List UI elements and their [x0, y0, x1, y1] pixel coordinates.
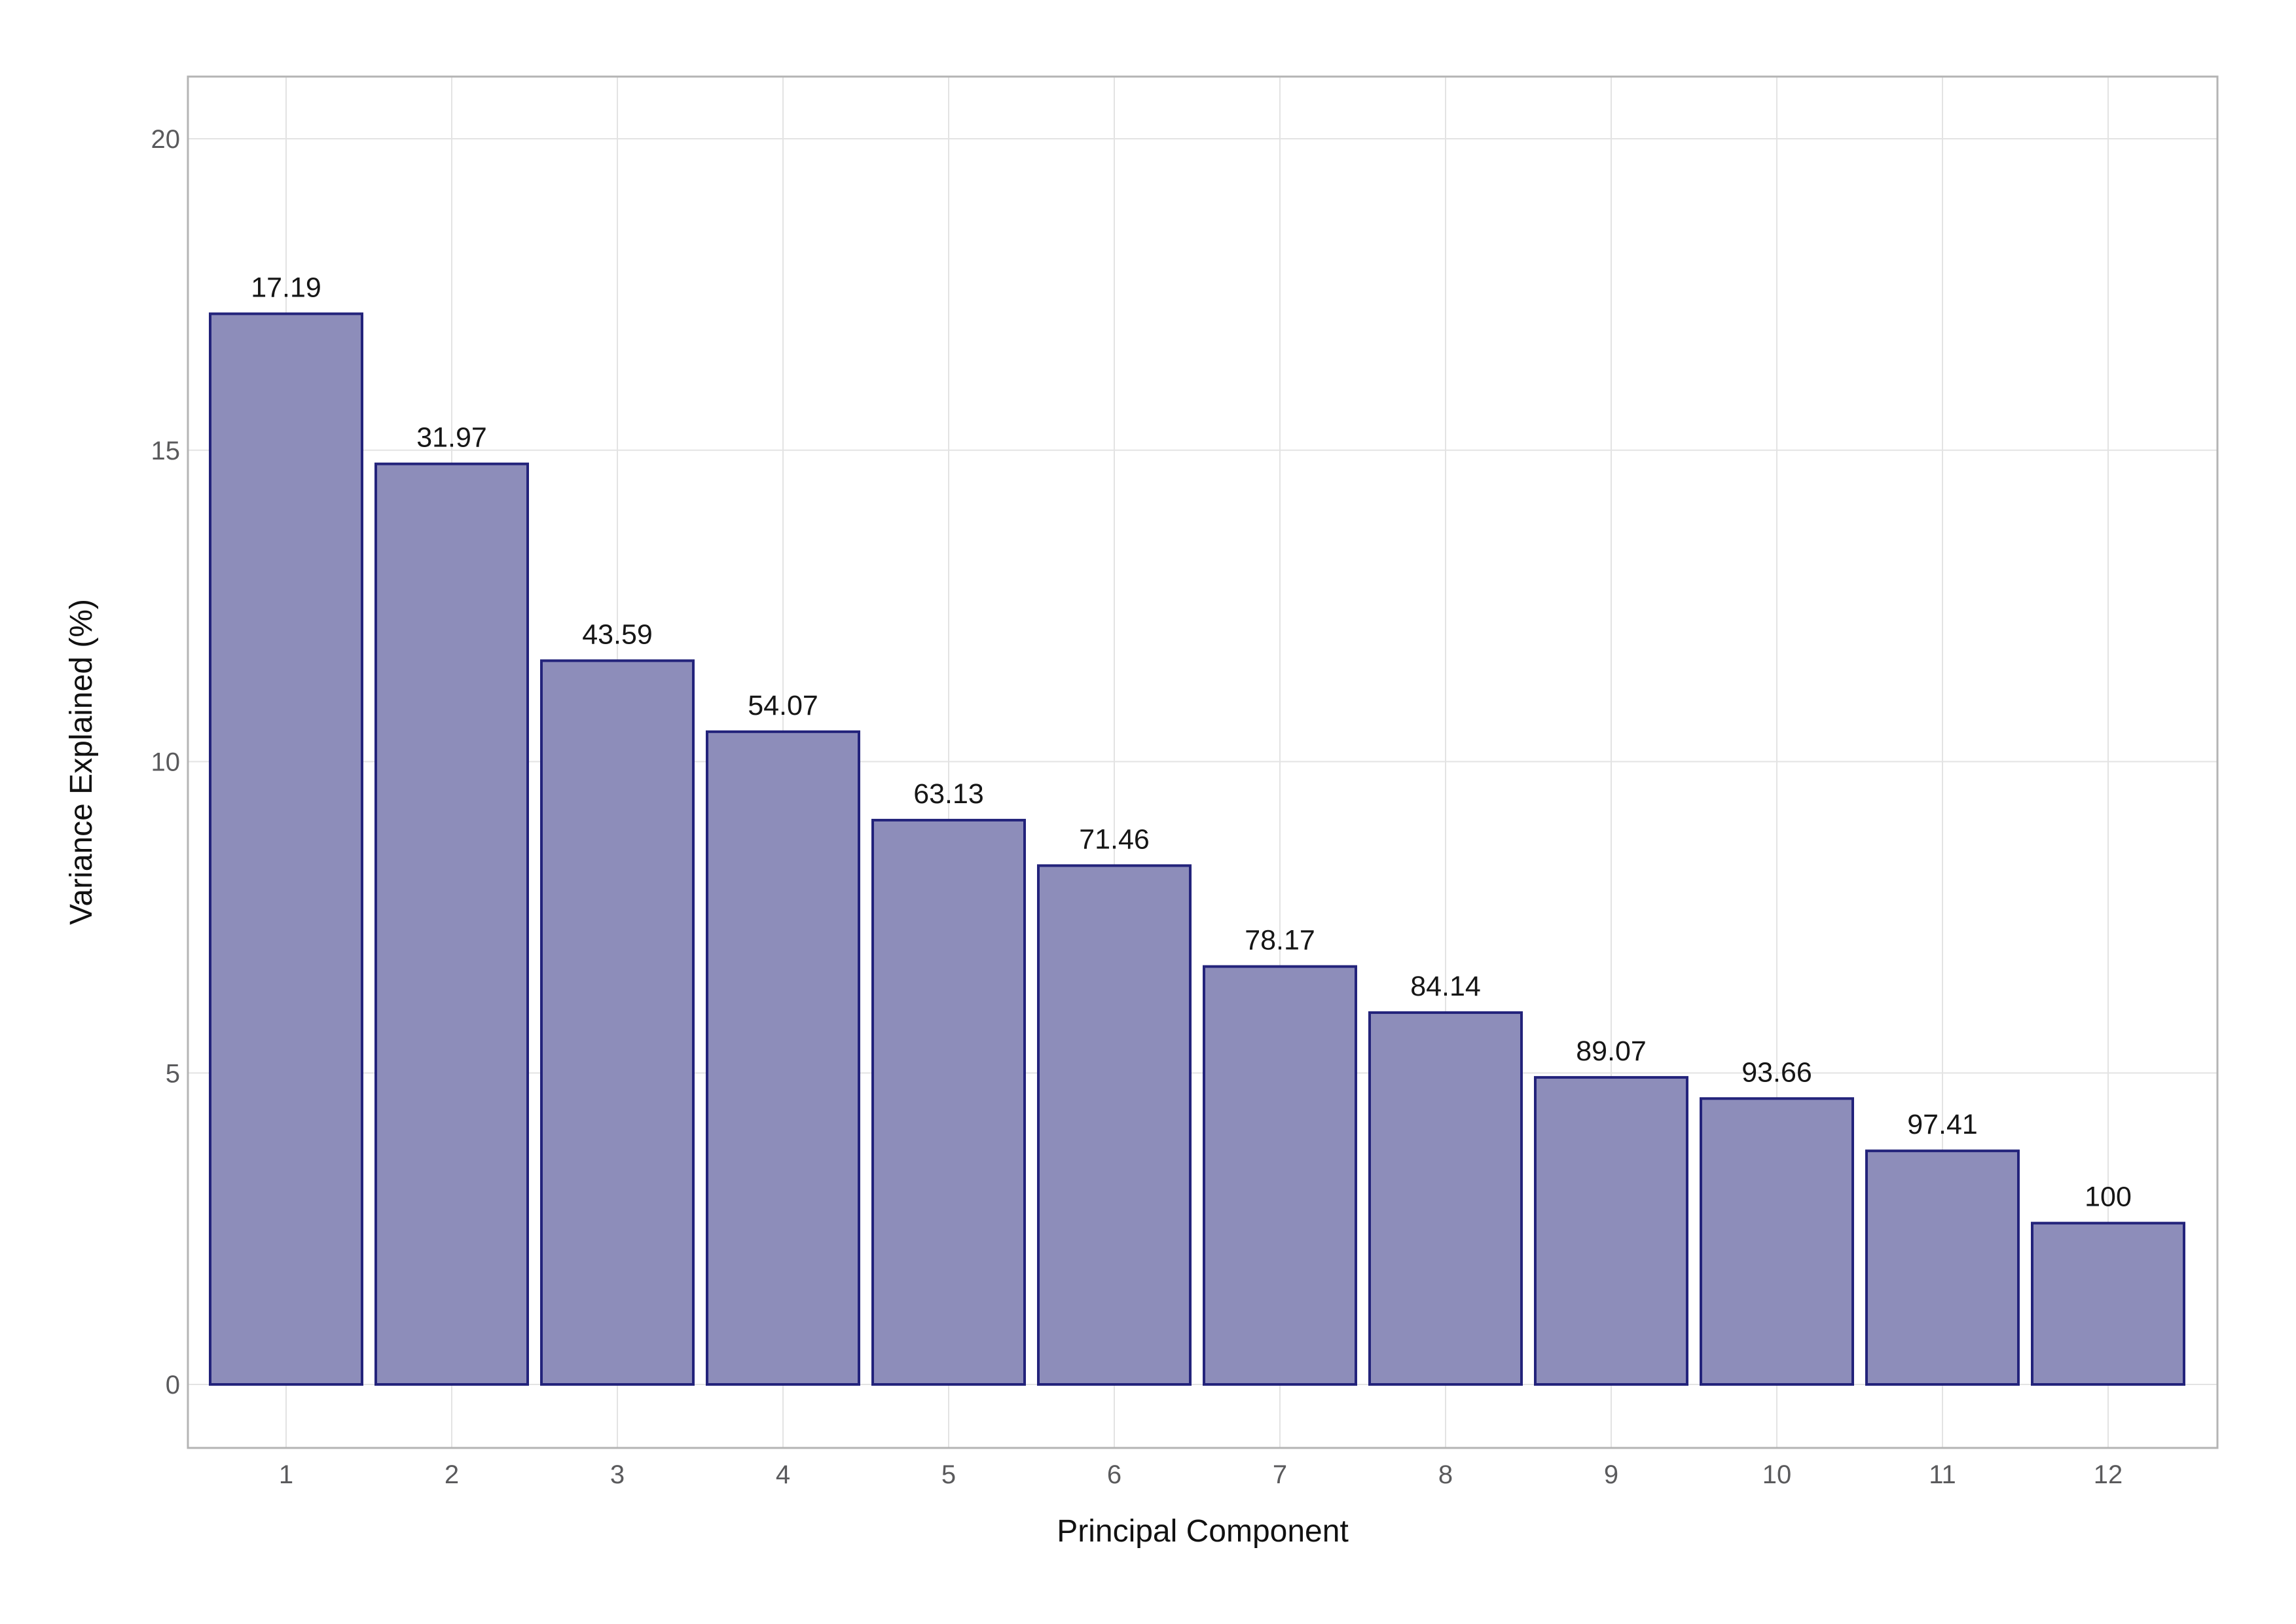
bar-value-label: 97.41 — [1907, 1109, 1978, 1140]
y-tick-label: 0 — [166, 1371, 180, 1399]
bar — [871, 818, 1026, 1386]
bar-value-label: 100 — [2085, 1182, 2132, 1213]
y-tick-label: 10 — [151, 748, 181, 777]
bar-value-label: 17.19 — [251, 272, 321, 303]
x-tick-label: 2 — [445, 1460, 459, 1489]
x-axis-title: Principal Component — [1057, 1514, 1349, 1549]
x-tick-label: 7 — [1273, 1460, 1287, 1489]
plot-border — [187, 75, 2219, 1449]
x-tick-label: 4 — [776, 1460, 790, 1489]
y-axis-tick-labels: 0 5 10 15 20 — [151, 125, 181, 1399]
bar — [1700, 1097, 1854, 1386]
x-tick-label: 6 — [1107, 1460, 1121, 1489]
bar — [1368, 1011, 1523, 1386]
x-tick-label: 8 — [1438, 1460, 1453, 1489]
x-tick-label: 9 — [1604, 1460, 1618, 1489]
bar — [1203, 965, 1357, 1386]
bar — [1037, 864, 1192, 1386]
bar-value-label: 78.17 — [1245, 925, 1315, 956]
bar — [2031, 1221, 2185, 1386]
x-tick-label: 11 — [1929, 1460, 1956, 1489]
bar-value-label: 84.14 — [1410, 971, 1481, 1002]
x-tick-label: 1 — [279, 1460, 293, 1489]
x-tick-label: 10 — [1762, 1460, 1792, 1489]
bar-value-label: 43.59 — [582, 619, 653, 650]
x-tick-label: 5 — [941, 1460, 956, 1489]
bar-value-label: 93.66 — [1741, 1056, 1812, 1088]
y-tick-label: 20 — [151, 125, 181, 154]
bar — [374, 462, 529, 1386]
bar — [1534, 1075, 1688, 1386]
bar-value-label: 31.97 — [416, 422, 487, 454]
y-tick-label: 5 — [166, 1059, 180, 1088]
bar — [209, 312, 363, 1386]
x-tick-label: 12 — [2094, 1460, 2123, 1489]
bars — [209, 312, 2185, 1386]
y-tick-label: 15 — [151, 437, 181, 465]
bar-value-label: 71.46 — [1079, 823, 1150, 855]
bar — [540, 659, 695, 1386]
bar-value-labels: 17.19 31.97 43.59 54.07 63.13 71.46 78.17 84.14… — [251, 272, 2132, 1212]
bar-value-label: 54.07 — [748, 690, 818, 721]
bar — [1865, 1149, 2020, 1386]
bar-value-label: 89.07 — [1576, 1036, 1647, 1067]
x-tick-label: 3 — [610, 1460, 625, 1489]
x-axis-tick-labels: 1 2 3 4 5 6 7 8 9 10 11 12 — [279, 1460, 2123, 1489]
bar-value-label: 63.13 — [913, 778, 984, 810]
bar — [706, 730, 860, 1386]
y-axis-title: Variance Explained (%) — [64, 599, 99, 925]
